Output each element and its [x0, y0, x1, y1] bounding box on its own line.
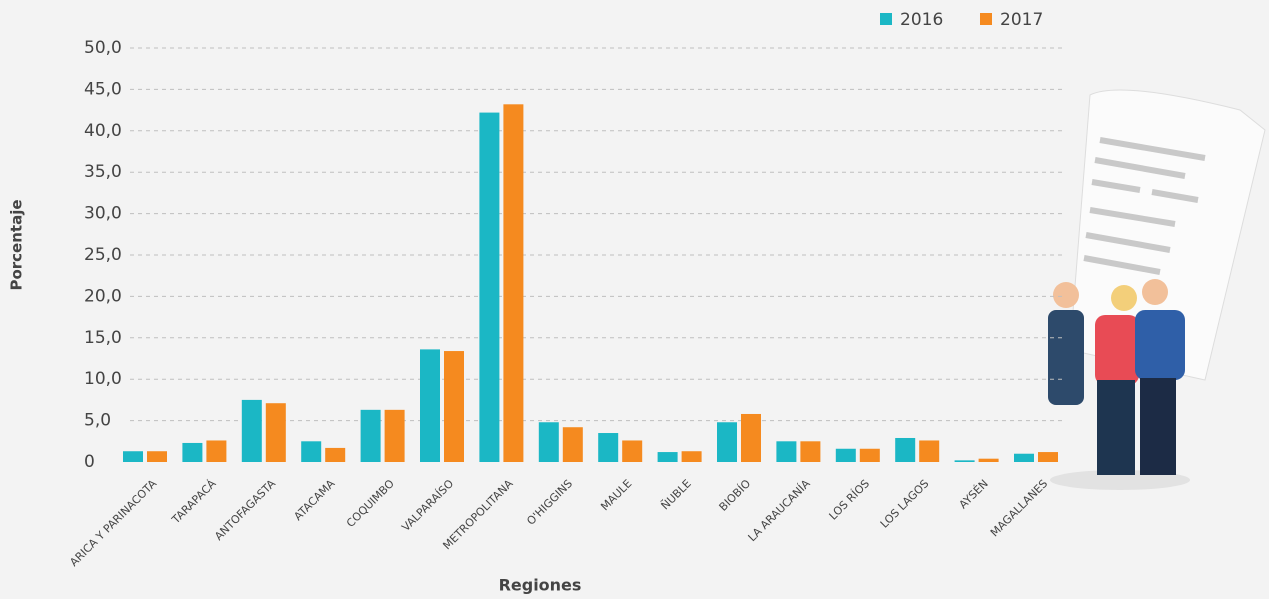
- legend-label: 2017: [1000, 10, 1043, 30]
- x-tick-label: TARAPACÁ: [169, 477, 219, 527]
- y-tick-label: 5,0: [84, 411, 111, 431]
- x-tick-label: MAULE: [598, 477, 634, 513]
- bar: [800, 441, 821, 462]
- bar: [182, 442, 203, 462]
- y-tick-label: 40,0: [84, 121, 122, 141]
- y-tick-label: 10,0: [84, 369, 122, 389]
- y-tick-label: 50,0: [84, 38, 122, 58]
- y-tick-label: 30,0: [84, 204, 122, 224]
- x-tick-label: COQUIMBO: [344, 477, 397, 530]
- illustration: [1048, 89, 1266, 490]
- x-tick-label: ATACAMA: [291, 477, 337, 523]
- legend-swatch: [880, 13, 892, 25]
- bar: [384, 409, 405, 462]
- x-tick-label: MAGALLANES: [988, 477, 1050, 539]
- bar: [360, 409, 381, 462]
- x-tick-label: ANTOFAGASTA: [212, 477, 278, 543]
- y-tick-label: 25,0: [84, 245, 122, 265]
- x-tick-label: LOS RÍOS: [827, 477, 873, 523]
- bar: [420, 349, 440, 462]
- bar: [241, 399, 262, 462]
- bar: [895, 437, 916, 462]
- x-tick-label: AYSÉN: [957, 477, 991, 511]
- bar: [859, 448, 880, 462]
- legend-swatch: [980, 13, 992, 25]
- x-tick-label: O'HIGGINS: [524, 477, 575, 528]
- bar: [776, 441, 797, 462]
- y-tick-label: 15,0: [84, 328, 122, 348]
- bar: [538, 422, 559, 462]
- bar: [301, 441, 322, 462]
- bar: [479, 112, 500, 463]
- bar: [741, 413, 761, 462]
- x-tick-label: LA ARAUCANÍA: [746, 477, 813, 544]
- y-tick-label: 35,0: [84, 162, 122, 182]
- bar: [835, 448, 856, 462]
- x-tick-label: ÑUBLE: [659, 477, 694, 512]
- x-tick-label: BIOBÍO: [717, 477, 754, 514]
- bar: [444, 351, 464, 462]
- x-tick-label: ARICA Y PARINACOTA: [67, 477, 159, 569]
- bar: [325, 447, 346, 462]
- bar: [147, 451, 167, 462]
- y-tick-label: 45,0: [84, 79, 122, 99]
- bar: [954, 460, 975, 462]
- bar: [1014, 453, 1034, 462]
- bar: [1038, 452, 1058, 462]
- bar: [657, 452, 678, 462]
- bar: [598, 433, 619, 462]
- x-tick-label: VALPARAÍSO: [399, 477, 456, 534]
- bar: [717, 422, 737, 462]
- bar: [123, 451, 143, 462]
- x-axis-title: Regiones: [499, 576, 582, 595]
- bar: [265, 403, 286, 462]
- legend-label: 2016: [900, 10, 943, 30]
- y-axis-title: Porcentaje: [8, 199, 26, 290]
- bar: [919, 440, 940, 462]
- y-tick-label: 0: [84, 452, 95, 472]
- bar: [622, 440, 643, 462]
- bar: [206, 440, 227, 462]
- bar: [562, 427, 583, 462]
- x-tick-label: LOS LAGOS: [878, 477, 932, 531]
- bar: [978, 458, 999, 462]
- bar: [681, 451, 702, 462]
- y-tick-label: 20,0: [84, 286, 122, 306]
- bar: [503, 104, 524, 462]
